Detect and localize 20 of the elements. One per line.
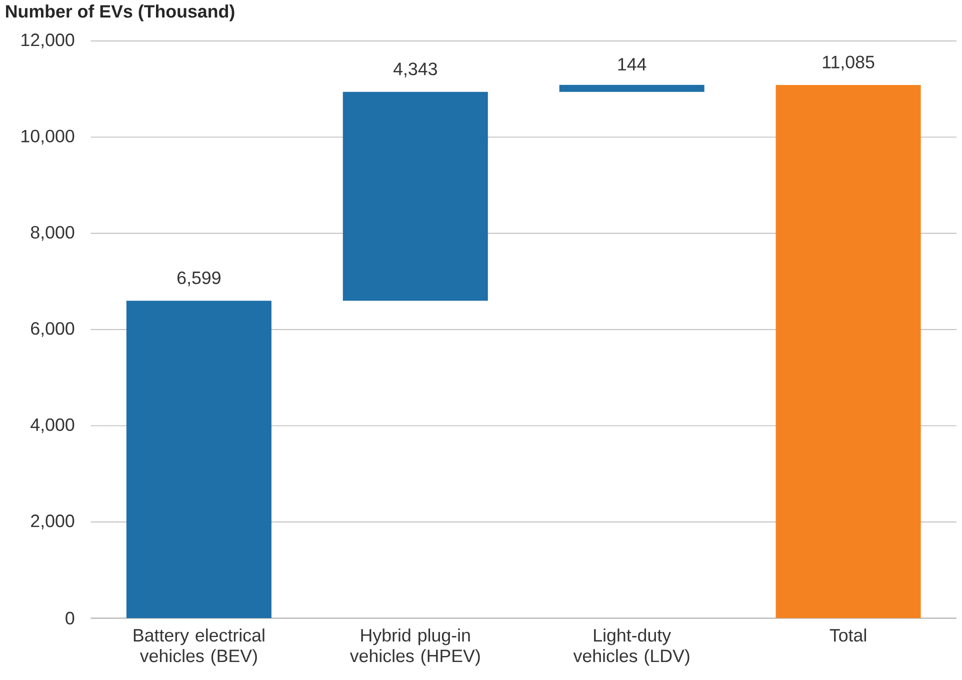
y-tick-label: 0 xyxy=(66,612,74,624)
x-tick-label: Hybrid plug-in vehicles (HPEV) xyxy=(350,628,480,666)
y-tick-label: 8,000 xyxy=(30,226,74,241)
data-label: 4,343 xyxy=(393,62,437,78)
x-tick-label: Battery electrical vehicles (BEV) xyxy=(134,628,264,666)
data-label: 11,085 xyxy=(822,56,874,70)
y-tick-label: 12,000 xyxy=(22,34,74,48)
data-label: 6,599 xyxy=(177,271,220,286)
x-tick-label: Total xyxy=(830,628,866,642)
y-tick-label: 2,000 xyxy=(31,514,74,530)
y-axis-title: Number of EVs (Thousand) xyxy=(6,4,234,22)
x-tick-label: Light-duty vehicles (LDV) xyxy=(573,628,690,666)
y-tick-label: 4,000 xyxy=(30,418,74,434)
y-tick-label: 10,000 xyxy=(22,130,74,145)
y-tick-label: 6,000 xyxy=(31,322,74,337)
bar xyxy=(126,300,272,618)
bar xyxy=(342,92,488,301)
bar xyxy=(776,84,921,618)
data-label: 144 xyxy=(618,58,646,70)
bar xyxy=(559,84,704,92)
